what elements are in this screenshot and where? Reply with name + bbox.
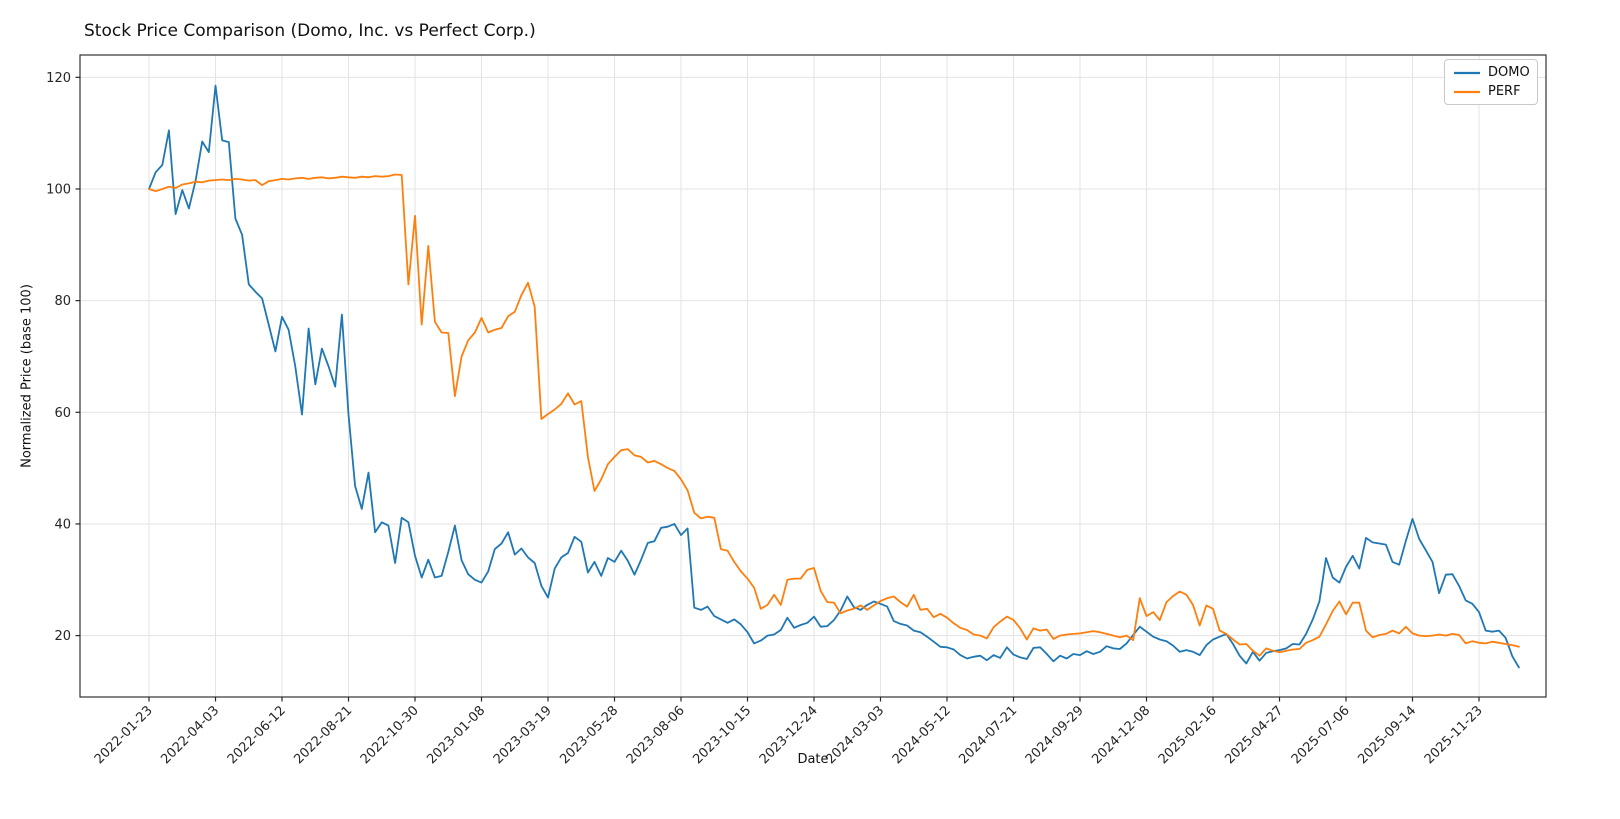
legend-item-domo: DOMO [1454,65,1530,80]
legend-item-perf: PERF [1454,85,1528,98]
y-tick-label: 20 [54,629,71,644]
y-tick-label: 100 [46,182,71,197]
domo-line [148,84,1520,669]
legend-swatch-perf [1454,90,1480,93]
y-tick-label: 80 [54,294,71,309]
gridlines [80,55,1546,697]
perf-line [148,173,1520,657]
plot-border [79,54,1547,698]
y-tick-label: 120 [46,71,71,86]
legend-label: PERF [1488,84,1521,99]
y-axis: 20 40 60 80 100 120 [46,71,80,644]
y-tick-label: 40 [54,517,71,532]
chart-title: Stock Price Comparison (Domo, Inc. vs Pe… [84,21,536,41]
y-tick-label: 60 [54,406,71,421]
y-axis-label: Normalized Price (base 100) [19,284,35,468]
legend-label: DOMO [1488,65,1530,80]
legend: DOMO PERF [1444,59,1538,105]
legend-swatch-domo [1454,71,1480,74]
x-axis-label: Date [797,752,829,767]
